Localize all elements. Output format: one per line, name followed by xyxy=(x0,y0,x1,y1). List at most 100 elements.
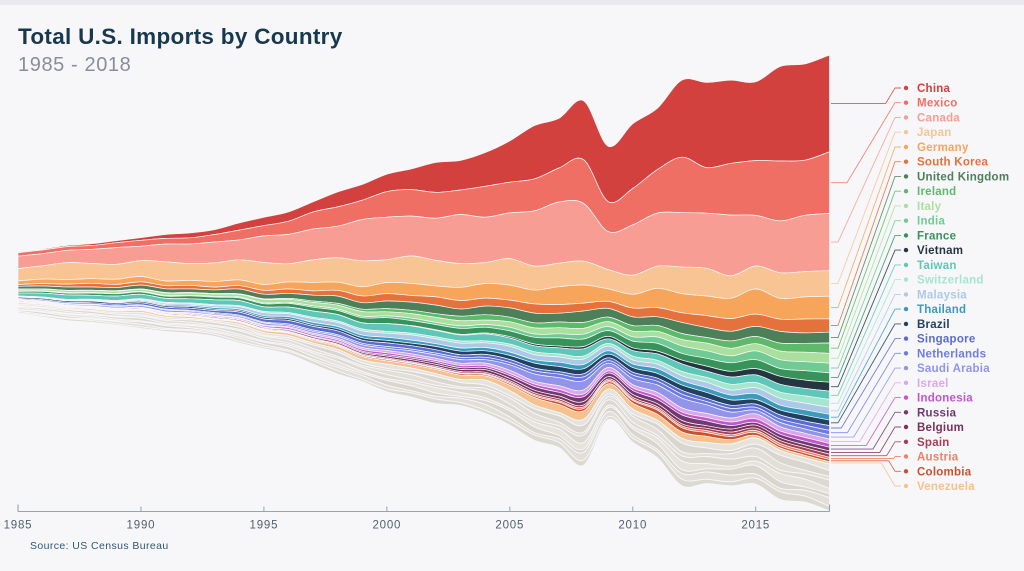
legend-leader-india xyxy=(831,220,901,369)
legend-label-united-kingdom: United Kingdom xyxy=(917,171,1009,183)
legend-dot-france xyxy=(903,233,909,238)
legend-label-venezuela: Venezuela xyxy=(917,481,975,493)
legend-leader-south-korea xyxy=(831,161,901,326)
stream-bands xyxy=(17,54,830,512)
legend-dot-vietnam xyxy=(903,247,909,253)
legend-label-austria: Austria xyxy=(917,452,959,464)
legend-label-south-korea: South Korea xyxy=(917,157,988,169)
legend-leader-ireland xyxy=(831,190,901,349)
legend-leader-venezuela xyxy=(831,462,901,487)
legend-leader-russia xyxy=(831,411,901,450)
legend-dot-russia xyxy=(903,410,909,415)
legend-leader-netherlands xyxy=(831,352,901,434)
legend-leader-china xyxy=(831,87,901,104)
legend-label-ireland: Ireland xyxy=(917,186,956,198)
legend-dot-united-kingdom xyxy=(903,174,909,179)
legend-dot-brazil xyxy=(903,321,909,327)
legend-dot-colombia xyxy=(903,469,909,474)
legend-dot-japan xyxy=(903,130,909,135)
x-axis-label-1985: 1985 xyxy=(4,520,33,532)
legend-dot-mexico xyxy=(903,100,909,105)
legend-label-germany: Germany xyxy=(917,142,969,154)
legend-label-canada: Canada xyxy=(917,113,960,125)
legend-dot-ireland xyxy=(903,189,909,194)
legend-label-japan: Japan xyxy=(917,127,952,139)
legend-label-colombia: Colombia xyxy=(917,466,972,478)
legend-label-israel: Israel xyxy=(917,378,949,390)
header: Total U.S. Imports by Country 1985 - 201… xyxy=(18,24,343,77)
legend-label-singapore: Singapore xyxy=(917,334,975,346)
legend: China Mexico Canada Japan Germany South Korea… xyxy=(831,83,1009,493)
x-axis-label-2015: 2015 xyxy=(741,520,770,532)
top-strip xyxy=(0,0,1024,5)
legend-label-malaysia: Malaysia xyxy=(917,289,967,301)
legend-dot-austria xyxy=(903,454,909,459)
legend-dot-taiwan xyxy=(903,262,909,268)
legend-dot-germany xyxy=(903,144,909,150)
legend-label-indonesia: Indonesia xyxy=(917,393,973,405)
legend-label-switzerland: Switzerland xyxy=(917,275,984,287)
legend-leader-saudi-arabia xyxy=(831,367,901,438)
legend-dot-israel xyxy=(903,380,909,385)
legend-leader-switzerland xyxy=(831,279,901,404)
legend-label-belgium: Belgium xyxy=(917,422,964,434)
legend-dot-saudi-arabia xyxy=(903,365,909,371)
legend-label-france: France xyxy=(917,230,956,242)
legend-label-taiwan: Taiwan xyxy=(917,260,957,272)
legend-leader-spain xyxy=(831,441,901,457)
legend-leader-taiwan xyxy=(831,264,901,396)
legend-leader-indonesia xyxy=(831,397,901,446)
legend-leader-italy xyxy=(831,205,901,359)
legend-leader-mexico xyxy=(831,102,901,184)
legend-label-russia: Russia xyxy=(917,407,957,419)
legend-label-thailand: Thailand xyxy=(917,304,966,316)
legend-dot-china xyxy=(903,85,909,91)
source-note: Source: US Census Bureau xyxy=(30,540,169,552)
page-subtitle: 1985 - 2018 xyxy=(18,53,132,76)
legend-leader-brazil xyxy=(831,323,901,424)
legend-leader-thailand xyxy=(831,308,901,418)
legend-dot-switzerland xyxy=(903,277,909,282)
legend-label-india: India xyxy=(917,216,945,228)
legend-label-italy: Italy xyxy=(917,201,942,213)
legend-leader-israel xyxy=(831,382,901,442)
legend-dot-malaysia xyxy=(903,292,909,297)
x-axis-label-2000: 2000 xyxy=(372,520,401,532)
legend-leader-france xyxy=(831,234,901,379)
legend-leader-colombia xyxy=(831,460,901,472)
legend-label-saudi-arabia: Saudi Arabia xyxy=(917,363,990,375)
legend-leader-austria xyxy=(831,456,901,459)
legend-leader-germany xyxy=(831,146,901,308)
x-axis-label-1990: 1990 xyxy=(127,520,156,532)
legend-dot-italy xyxy=(903,203,909,209)
legend-dot-indonesia xyxy=(903,395,909,400)
legend-dot-venezuela xyxy=(903,483,909,489)
legend-leader-vietnam xyxy=(831,249,901,388)
legend-label-spain: Spain xyxy=(917,437,950,449)
x-axis-label-2005: 2005 xyxy=(495,520,524,532)
legend-dot-canada xyxy=(903,115,909,120)
legend-label-netherlands: Netherlands xyxy=(917,348,986,360)
legend-leader-belgium xyxy=(831,426,901,454)
x-axis-label-1995: 1995 xyxy=(250,520,279,532)
legend-dot-netherlands xyxy=(903,351,909,356)
legend-label-brazil: Brazil xyxy=(917,319,950,331)
legend-dot-south-korea xyxy=(903,159,909,164)
legend-leader-japan xyxy=(831,131,901,284)
legend-dot-thailand xyxy=(903,306,909,312)
legend-dot-singapore xyxy=(903,336,909,341)
legend-leader-canada xyxy=(831,117,901,243)
legend-leader-singapore xyxy=(831,338,901,429)
page-title: Total U.S. Imports by Country xyxy=(18,24,343,49)
x-axis: 1985 1990 1995 2000 2005 2010 2015 xyxy=(4,504,831,532)
legend-leader-malaysia xyxy=(831,293,901,412)
legend-leader-united-kingdom xyxy=(831,175,901,339)
legend-label-vietnam: Vietnam xyxy=(917,245,963,257)
x-axis-label-2010: 2010 xyxy=(618,520,647,532)
legend-dot-belgium xyxy=(903,424,909,430)
legend-label-china: China xyxy=(917,83,951,95)
legend-dot-india xyxy=(903,218,909,223)
legend-label-mexico: Mexico xyxy=(917,98,958,110)
